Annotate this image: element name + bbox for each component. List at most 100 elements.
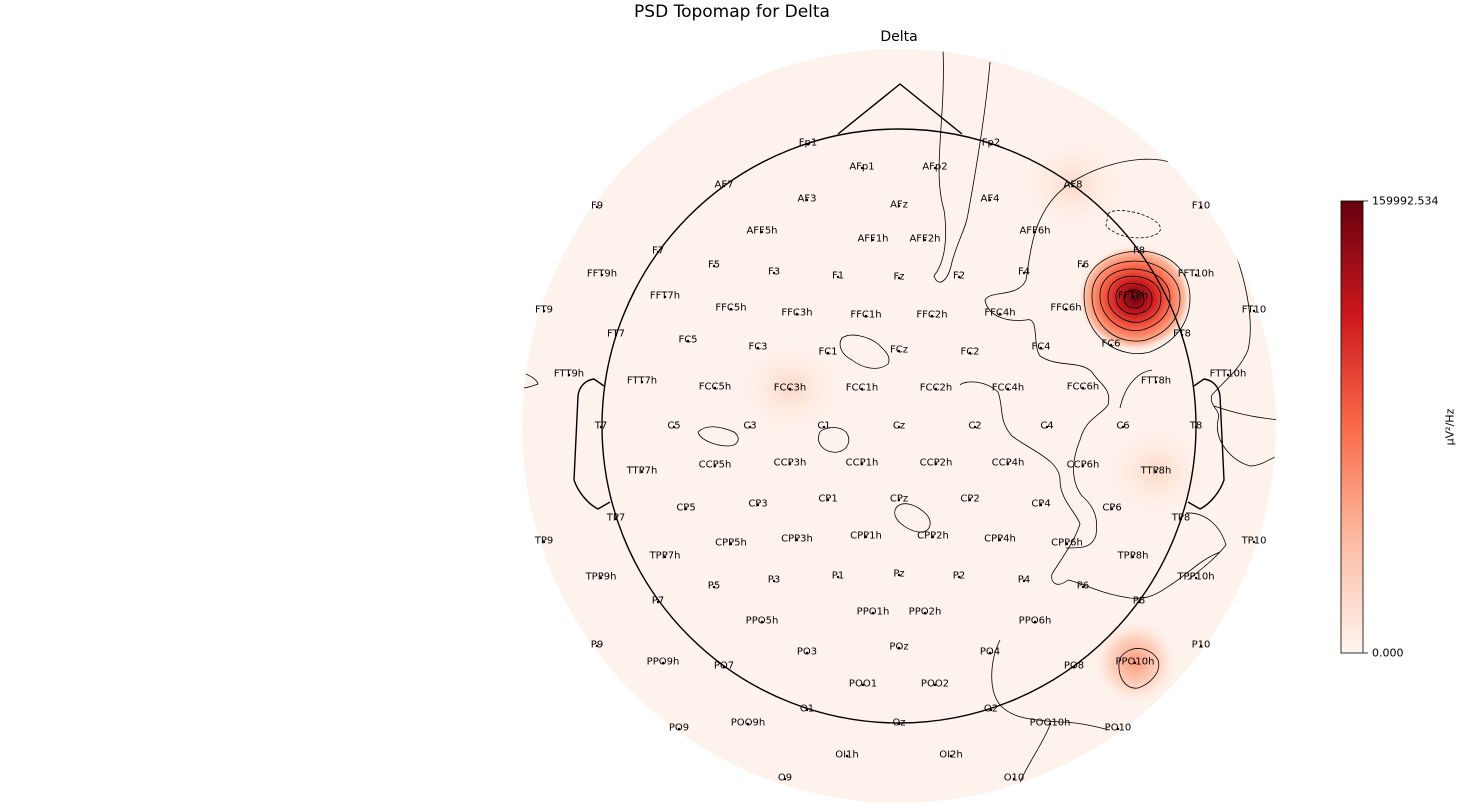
channel-f2: F2 — [953, 271, 965, 282]
sensor-marker — [614, 517, 618, 521]
channel-label: AFF1h — [857, 234, 888, 245]
sensor-marker — [1226, 373, 1230, 377]
channel-po8: PO8 — [1064, 661, 1084, 672]
channel-ftt9h: FTT9h — [554, 369, 584, 380]
channel-label: FCC6h — [1067, 382, 1099, 393]
channel-label: CP4 — [1031, 499, 1050, 510]
contour-lines — [522, 49, 1276, 783]
channel-label: Pz — [893, 569, 904, 580]
sensor-marker — [930, 314, 934, 318]
channel-label: PPO2h — [909, 607, 942, 618]
channel-label: TTP8h — [1140, 466, 1172, 477]
contour-line — [1185, 512, 1227, 581]
channel-p10: P10 — [1192, 640, 1211, 651]
contour-ring — [1123, 289, 1145, 309]
channel-label: AF7 — [715, 180, 734, 191]
channel-label: FT10 — [1242, 305, 1266, 316]
channel-label: FC5 — [678, 335, 697, 346]
channel-label: F6 — [1077, 260, 1089, 271]
sensor-marker — [1081, 264, 1085, 268]
channel-ppo5h: PPO5h — [746, 616, 779, 627]
channel-f10: F10 — [1192, 201, 1210, 212]
channel-label: PPO6h — [1019, 616, 1052, 627]
sensor-marker — [1012, 777, 1016, 781]
channel-cpp4h: CPP4h — [984, 534, 1016, 545]
sensor-marker — [1110, 507, 1114, 511]
channel-label: AFp2 — [922, 162, 947, 173]
sensor-marker — [656, 600, 660, 604]
sensor-marker — [677, 727, 681, 731]
channel-fcc4h: FCC4h — [992, 383, 1024, 394]
channel-label: FFC5h — [715, 303, 746, 314]
channel-po3: PO3 — [797, 647, 817, 658]
channel-label: CCP1h — [846, 458, 879, 469]
sensor-marker — [788, 387, 792, 391]
channel-fz: Fz — [893, 272, 904, 283]
channel-poo9h: POO9h — [731, 718, 765, 729]
channel-label: P2 — [953, 571, 965, 582]
channel-ftt10h: FTT10h — [1210, 369, 1247, 380]
axes-title: Delta — [880, 29, 917, 45]
channel-f9: F9 — [591, 201, 603, 212]
channel-ftt8h: FTT8h — [1141, 376, 1171, 387]
channel-p2: P2 — [953, 571, 965, 582]
channel-label: P5 — [708, 581, 720, 592]
channel-label: FFC6h — [1050, 303, 1081, 314]
sensor-marker — [748, 425, 752, 429]
channel-ppo9h: PPO9h — [647, 657, 680, 668]
channel-t8: T8 — [1189, 421, 1202, 432]
sensor-marker — [1116, 727, 1120, 731]
channel-label: FT9 — [535, 305, 553, 316]
channel-label: CPP4h — [984, 534, 1016, 545]
channel-label: OI1h — [835, 750, 859, 761]
channel-oi2h: OI2h — [939, 750, 963, 761]
sensor-marker — [663, 295, 667, 299]
contour-line — [1118, 648, 1160, 689]
channel-label: FC6 — [1101, 339, 1120, 350]
contour-line — [984, 158, 1177, 549]
sensor-marker — [595, 205, 599, 209]
channel-label: F3 — [768, 267, 780, 278]
figure-title: PSD Topomap for Delta — [0, 2, 1462, 22]
channel-ccp3h: CCP3h — [774, 458, 807, 469]
channel-fcc1h: FCC1h — [846, 383, 878, 394]
channel-ffc6h: FFC6h — [1050, 303, 1081, 314]
channel-cpp6h: CPP6h — [1051, 538, 1083, 549]
channel-label: T8 — [1189, 421, 1202, 432]
sensor-marker — [760, 230, 764, 234]
sensor-marker — [973, 425, 977, 429]
channel-label: FFT10h — [1178, 269, 1215, 280]
channel-ftt7h: FTT7h — [627, 376, 657, 387]
sensor-marker — [897, 276, 901, 280]
channel-label: FT8 — [1173, 329, 1191, 340]
sensor-marker — [897, 573, 901, 577]
sensor-marker — [686, 339, 690, 343]
channel-label: CPP2h — [917, 531, 949, 542]
sensor-marker — [595, 644, 599, 648]
channel-label: FC2 — [960, 347, 979, 358]
channel-f6: F6 — [1077, 260, 1089, 271]
sensor-marker — [934, 462, 938, 466]
contour-line — [1019, 724, 1051, 783]
channel-ffc2h: FFC2h — [916, 310, 947, 321]
channel-label: AFF2h — [909, 234, 940, 245]
sensor-marker — [871, 611, 875, 615]
channel-ft7: FT7 — [607, 329, 625, 340]
sensor-marker — [860, 387, 864, 391]
channel-label: PPO5h — [746, 616, 779, 627]
channel-oi1h: OI1h — [835, 750, 859, 761]
contour-line — [933, 49, 991, 283]
colorbar-max-label: 159992.534 — [1372, 195, 1438, 208]
channel-tp7: TP7 — [606, 513, 626, 524]
sensor-marker — [1180, 333, 1184, 337]
sensor-marker — [934, 387, 938, 391]
channel-label: CPP3h — [781, 534, 813, 545]
sensor-marker — [897, 425, 901, 429]
channel-o1: O1 — [800, 704, 814, 715]
channel-f7: F7 — [652, 246, 664, 257]
channel-cpz: CPz — [890, 494, 908, 505]
sensor-marker — [656, 250, 660, 254]
channel-label: TP7 — [606, 513, 626, 524]
channel-fc6: FC6 — [1101, 339, 1120, 350]
sensor-marker — [1252, 309, 1256, 313]
